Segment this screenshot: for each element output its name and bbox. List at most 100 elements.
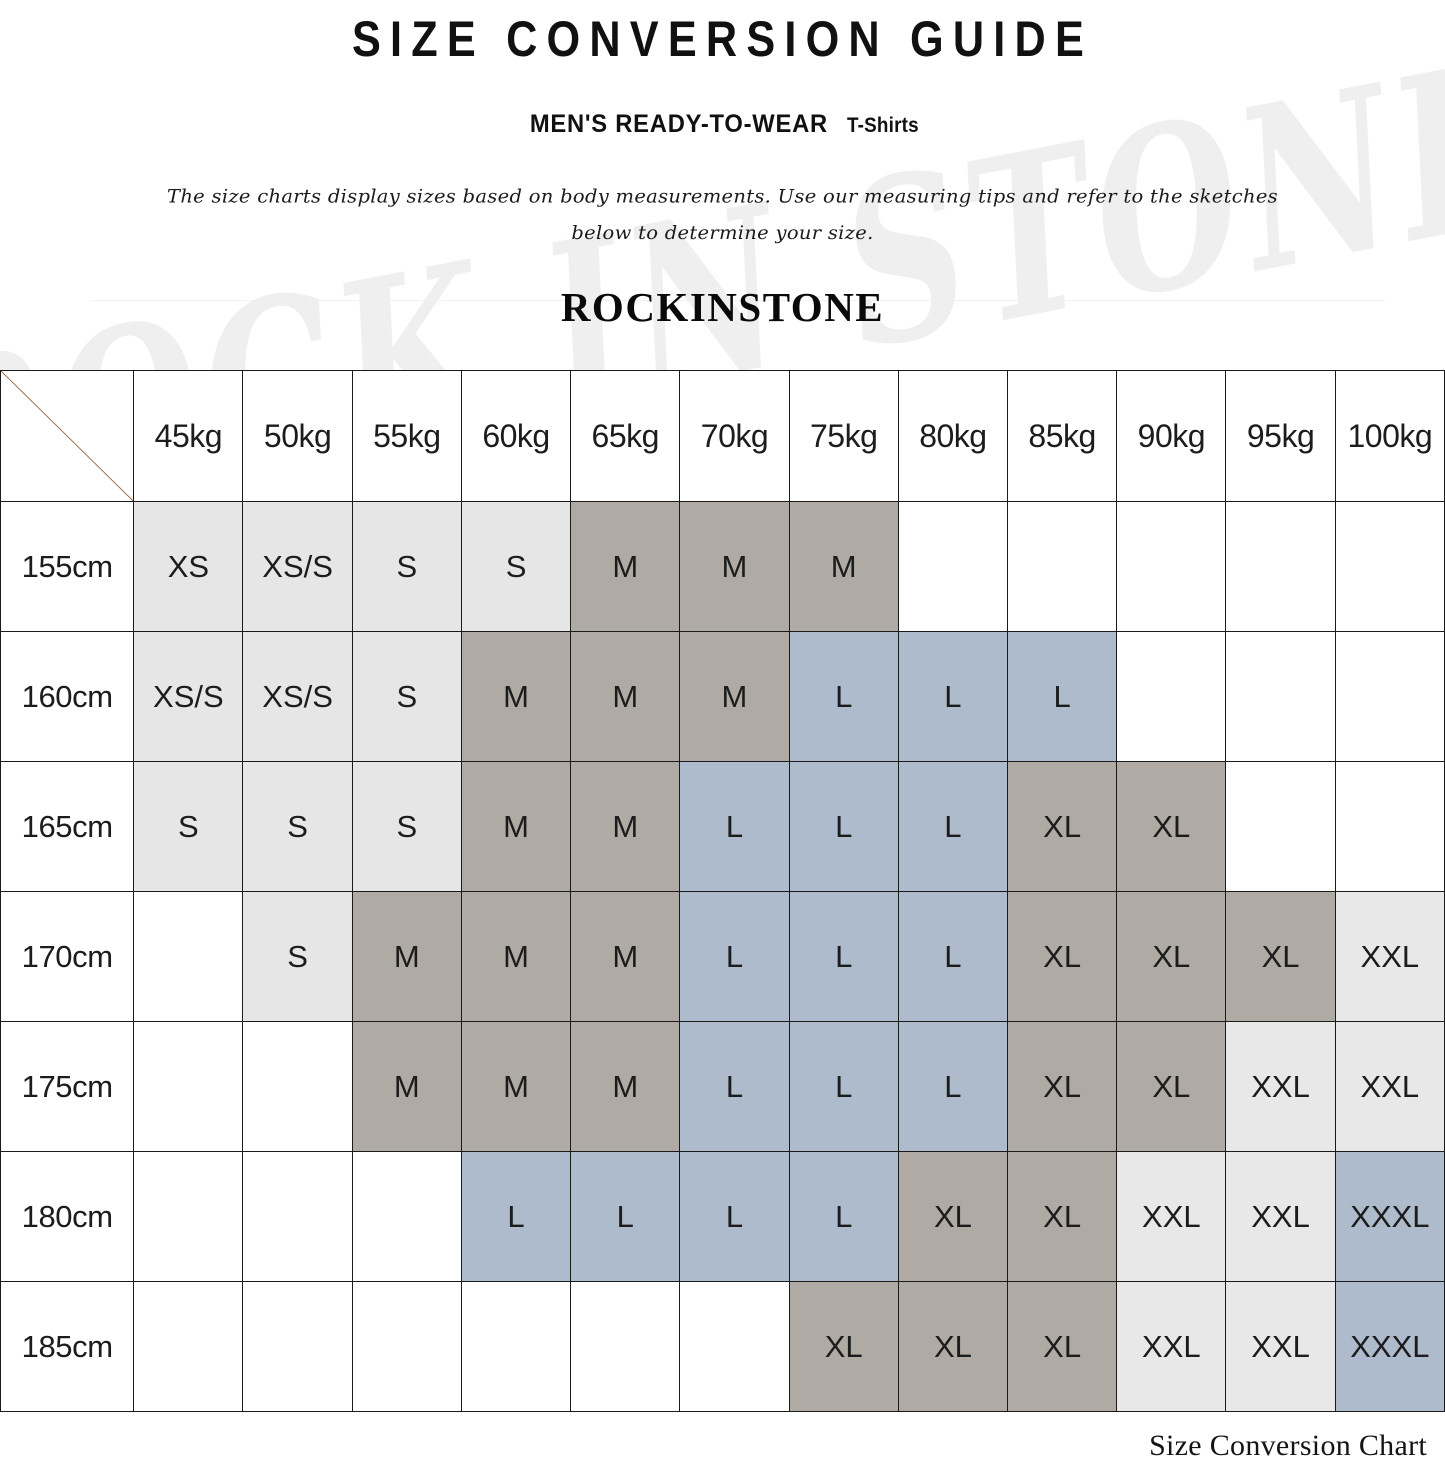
size-cell: S (351, 631, 462, 763)
description-text: The size charts display sizes based on b… (0, 179, 1445, 251)
column-header-weight: 95kg (1225, 370, 1336, 503)
size-cell: L (788, 1021, 899, 1153)
footer-caption: Size Conversion Chart (1149, 1429, 1427, 1463)
size-cell: XXXL (1334, 1281, 1445, 1413)
size-cell: L (788, 761, 899, 893)
table-header-row: 45kg 50kg 55kg 60kg 65kg 70kg 75kg 80kg 85kg 90kg… (0, 370, 1445, 503)
subtitle-product: T-Shirts (846, 114, 919, 138)
size-cell: M (460, 1021, 572, 1153)
size-cell: XS/S (133, 631, 244, 763)
empty-cell (1225, 501, 1336, 633)
size-cell: XXL (1334, 891, 1445, 1023)
subtitle: MEN'S READY-TO-WEAR T-Shirts (0, 110, 1445, 139)
size-cell: M (570, 761, 681, 893)
row-header-height: 185cm (0, 1281, 135, 1413)
size-cell: S (133, 761, 244, 893)
diagonal-divider-icon (1, 371, 133, 501)
size-cell: XXL (1116, 1281, 1227, 1413)
table-row: 175cm M M M L L L XL XL XXL XXL (0, 1021, 1445, 1153)
subtitle-category: MEN'S READY-TO-WEAR (530, 110, 829, 139)
column-header-weight: 70kg (679, 370, 790, 503)
row-header-height: 155cm (0, 501, 135, 633)
empty-cell (570, 1281, 681, 1413)
row-header-height: 160cm (0, 631, 135, 763)
size-cell: XL (1116, 891, 1227, 1023)
table-row: 180cm L L L L XL XL XXL XXL XXXL (0, 1151, 1445, 1283)
size-cell: S (242, 891, 353, 1023)
size-cell: XXL (1334, 1021, 1445, 1153)
size-cell: L (679, 761, 790, 893)
table-row: 155cm XS XS/S S S M M M (0, 501, 1445, 633)
empty-cell (133, 1281, 244, 1413)
empty-cell (1334, 761, 1445, 893)
empty-cell (679, 1281, 790, 1413)
column-header-weight: 65kg (570, 370, 681, 503)
size-cell: S (351, 761, 462, 893)
empty-cell (133, 1021, 244, 1153)
table-row: 160cm XS/S XS/S S M M M L L L (0, 631, 1445, 763)
size-cell: L (897, 1021, 1009, 1153)
column-header-weight: 60kg (460, 370, 572, 503)
size-cell: XL (1116, 761, 1227, 893)
size-cell: XL (1116, 1021, 1227, 1153)
size-cell: XL (1225, 891, 1336, 1023)
size-cell: XXL (1116, 1151, 1227, 1283)
size-cell: XL (897, 1151, 1009, 1283)
size-cell: XL (1007, 761, 1118, 893)
empty-cell (351, 1151, 462, 1283)
row-header-height: 175cm (0, 1021, 135, 1153)
size-cell: XL (1007, 1281, 1118, 1413)
row-header-height: 180cm (0, 1151, 135, 1283)
empty-cell (1334, 501, 1445, 633)
size-cell: L (679, 1021, 790, 1153)
brand-name: ROCKINSTONE (560, 284, 885, 331)
empty-cell (1116, 631, 1227, 763)
size-cell: M (570, 1021, 681, 1153)
size-cell: L (1007, 631, 1118, 763)
table-row: 170cm S M M M L L L XL XL XL XXL (0, 891, 1445, 1023)
size-cell: L (897, 891, 1009, 1023)
column-header-weight: 85kg (1007, 370, 1118, 503)
empty-cell (133, 891, 244, 1023)
column-header-weight: 80kg (897, 370, 1009, 503)
size-cell: M (351, 1021, 462, 1153)
row-header-height: 165cm (0, 761, 135, 893)
empty-cell (1007, 501, 1118, 633)
size-cell: M (679, 631, 790, 763)
empty-cell (242, 1281, 353, 1413)
size-cell: M (570, 891, 681, 1023)
page-title: SIZE CONVERSION GUIDE (351, 10, 1093, 67)
description-line-1: The size charts display sizes based on b… (167, 185, 1278, 208)
size-cell: M (460, 631, 572, 763)
size-cell: L (679, 1151, 790, 1283)
size-cell: L (788, 891, 899, 1023)
column-header-weight: 90kg (1116, 370, 1227, 503)
empty-cell (460, 1281, 572, 1413)
size-cell: L (679, 891, 790, 1023)
column-header-weight: 45kg (133, 370, 244, 503)
column-header-weight: 75kg (788, 370, 899, 503)
empty-cell (1334, 631, 1445, 763)
table-row: 165cm S S S M M L L L XL XL (0, 761, 1445, 893)
empty-cell (242, 1151, 353, 1283)
row-header-height: 170cm (0, 891, 135, 1023)
size-cell: L (897, 761, 1009, 893)
header-block: SIZE CONVERSION GUIDE MEN'S READY-TO-WEA… (0, 0, 1445, 331)
size-cell: XL (788, 1281, 899, 1413)
size-cell: XS/S (242, 501, 353, 633)
empty-cell (1225, 761, 1336, 893)
size-cell: XS (133, 501, 244, 633)
size-cell: M (570, 631, 681, 763)
table-row: 185cm XL XL XL XXL XXL XXXL (0, 1281, 1445, 1413)
size-cell: M (570, 501, 681, 633)
size-cell: XXL (1225, 1151, 1336, 1283)
corner-cell-diagonal (0, 370, 135, 503)
size-conversion-table: 45kg 50kg 55kg 60kg 65kg 70kg 75kg 80kg 85kg 90kg… (0, 370, 1445, 1413)
size-cell: L (460, 1151, 572, 1283)
size-cell: L (788, 1151, 899, 1283)
empty-cell (1116, 501, 1227, 633)
size-cell: S (242, 761, 353, 893)
empty-cell (351, 1281, 462, 1413)
size-cell: XXL (1225, 1021, 1336, 1153)
size-cell: L (570, 1151, 681, 1283)
